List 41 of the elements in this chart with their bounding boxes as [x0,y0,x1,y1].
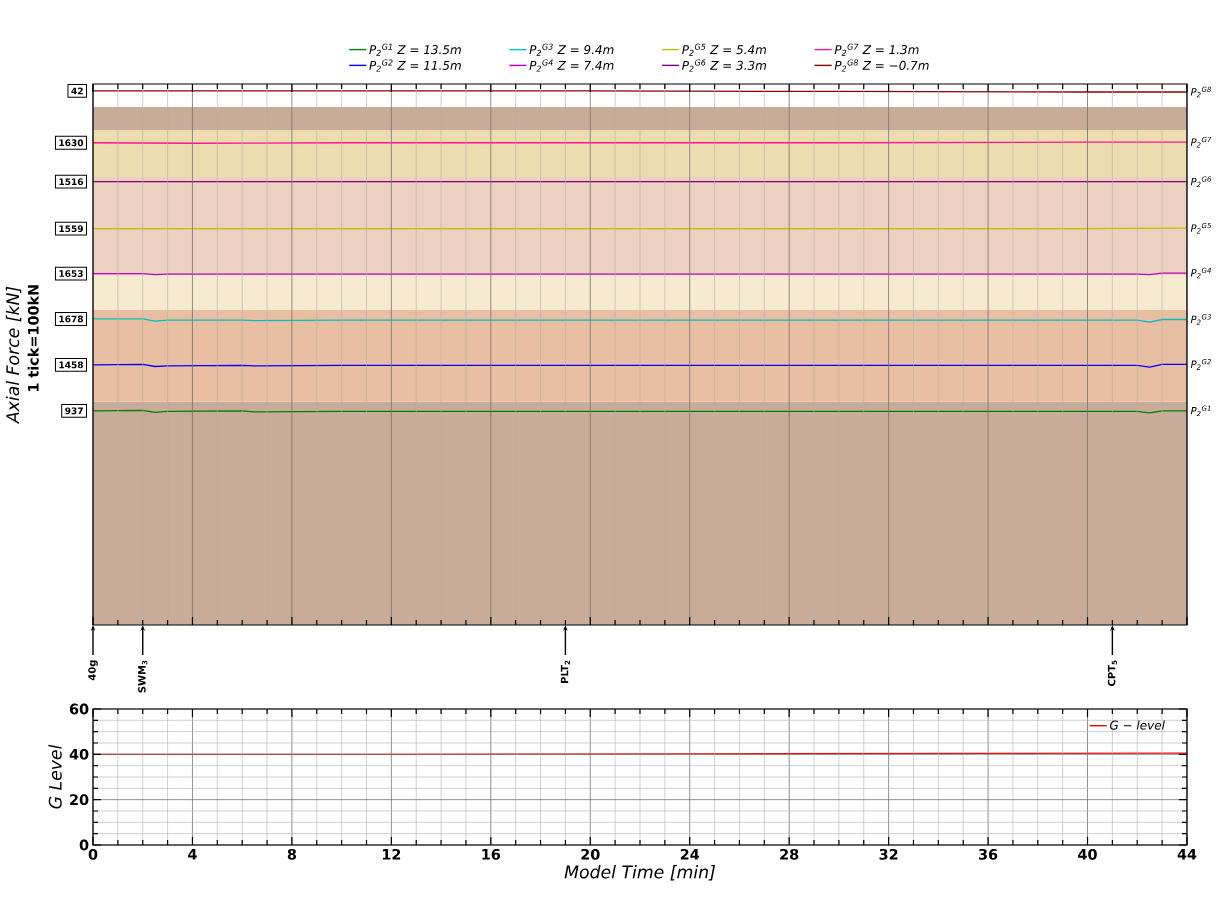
legend-label: P$_{2}$$^{G6}$ Z = 3.3m [682,59,767,72]
legend-label: P$_{2}$$^{G2}$ Z = 11.5m [369,59,461,72]
annotation: 1678 [59,315,83,323]
y-tick-label: 40 [69,748,89,760]
y-tick-label: 20 [70,794,89,806]
legend-label: P$_{2}$$^{G5}$ Z = 5.4m [682,43,767,56]
x-tick-label: 44 [1177,848,1197,860]
annotation: 937 [65,407,83,415]
annotation: 42 [71,87,83,95]
x-tick-label: 36 [979,848,998,860]
annotation: 40g [88,660,98,681]
annotation: 1630 [59,139,84,147]
legend-label: P$_{2}$$^{G7}$ Z = 1.3m [834,43,919,56]
x-tick-label: 0 [88,848,98,860]
x-tick-label: 8 [287,848,297,860]
x-axis-title: Model Time [min] [564,865,716,881]
x-tick-label: 40 [1078,848,1097,860]
x-tick-label: 20 [581,848,600,860]
annotation: 1653 [59,270,83,277]
legend-label: P$_{2}$$^{G4}$ Z = 7.4m [529,59,614,72]
annotation: PLT$_{2}$ [560,660,570,683]
annotation: 1458 [59,361,83,369]
x-tick-label: 12 [382,848,401,860]
legend-label: P$_{2}$$^{G3}$ Z = 9.4m [529,43,614,56]
y-tick-label: 0 [79,839,89,851]
y-tick-label: 60 [69,703,89,715]
x-tick-label: 4 [188,848,197,860]
annotation: SWM$_{3}$ [138,660,148,693]
annotation: CPT$_{5}$ [1107,660,1117,686]
legend-label: P$_{2}$$^{G1}$ Z = 13.5m [369,43,461,56]
legend-label: P$_{2}$$^{G8}$ Z = −0.7m [834,59,929,72]
y-axis-title: Axial Force [kN] [5,286,22,425]
x-tick-label: 16 [482,848,501,860]
annotation: 1516 [59,178,84,186]
legend-label: G − level [1109,720,1165,730]
x-tick-label: 32 [879,848,898,860]
annotation: 1559 [59,225,83,233]
x-tick-label: 24 [680,848,700,860]
y-axis-title: G Level [48,744,62,809]
text: 1 tick=100kN [27,285,39,391]
x-tick-label: 28 [780,848,799,860]
